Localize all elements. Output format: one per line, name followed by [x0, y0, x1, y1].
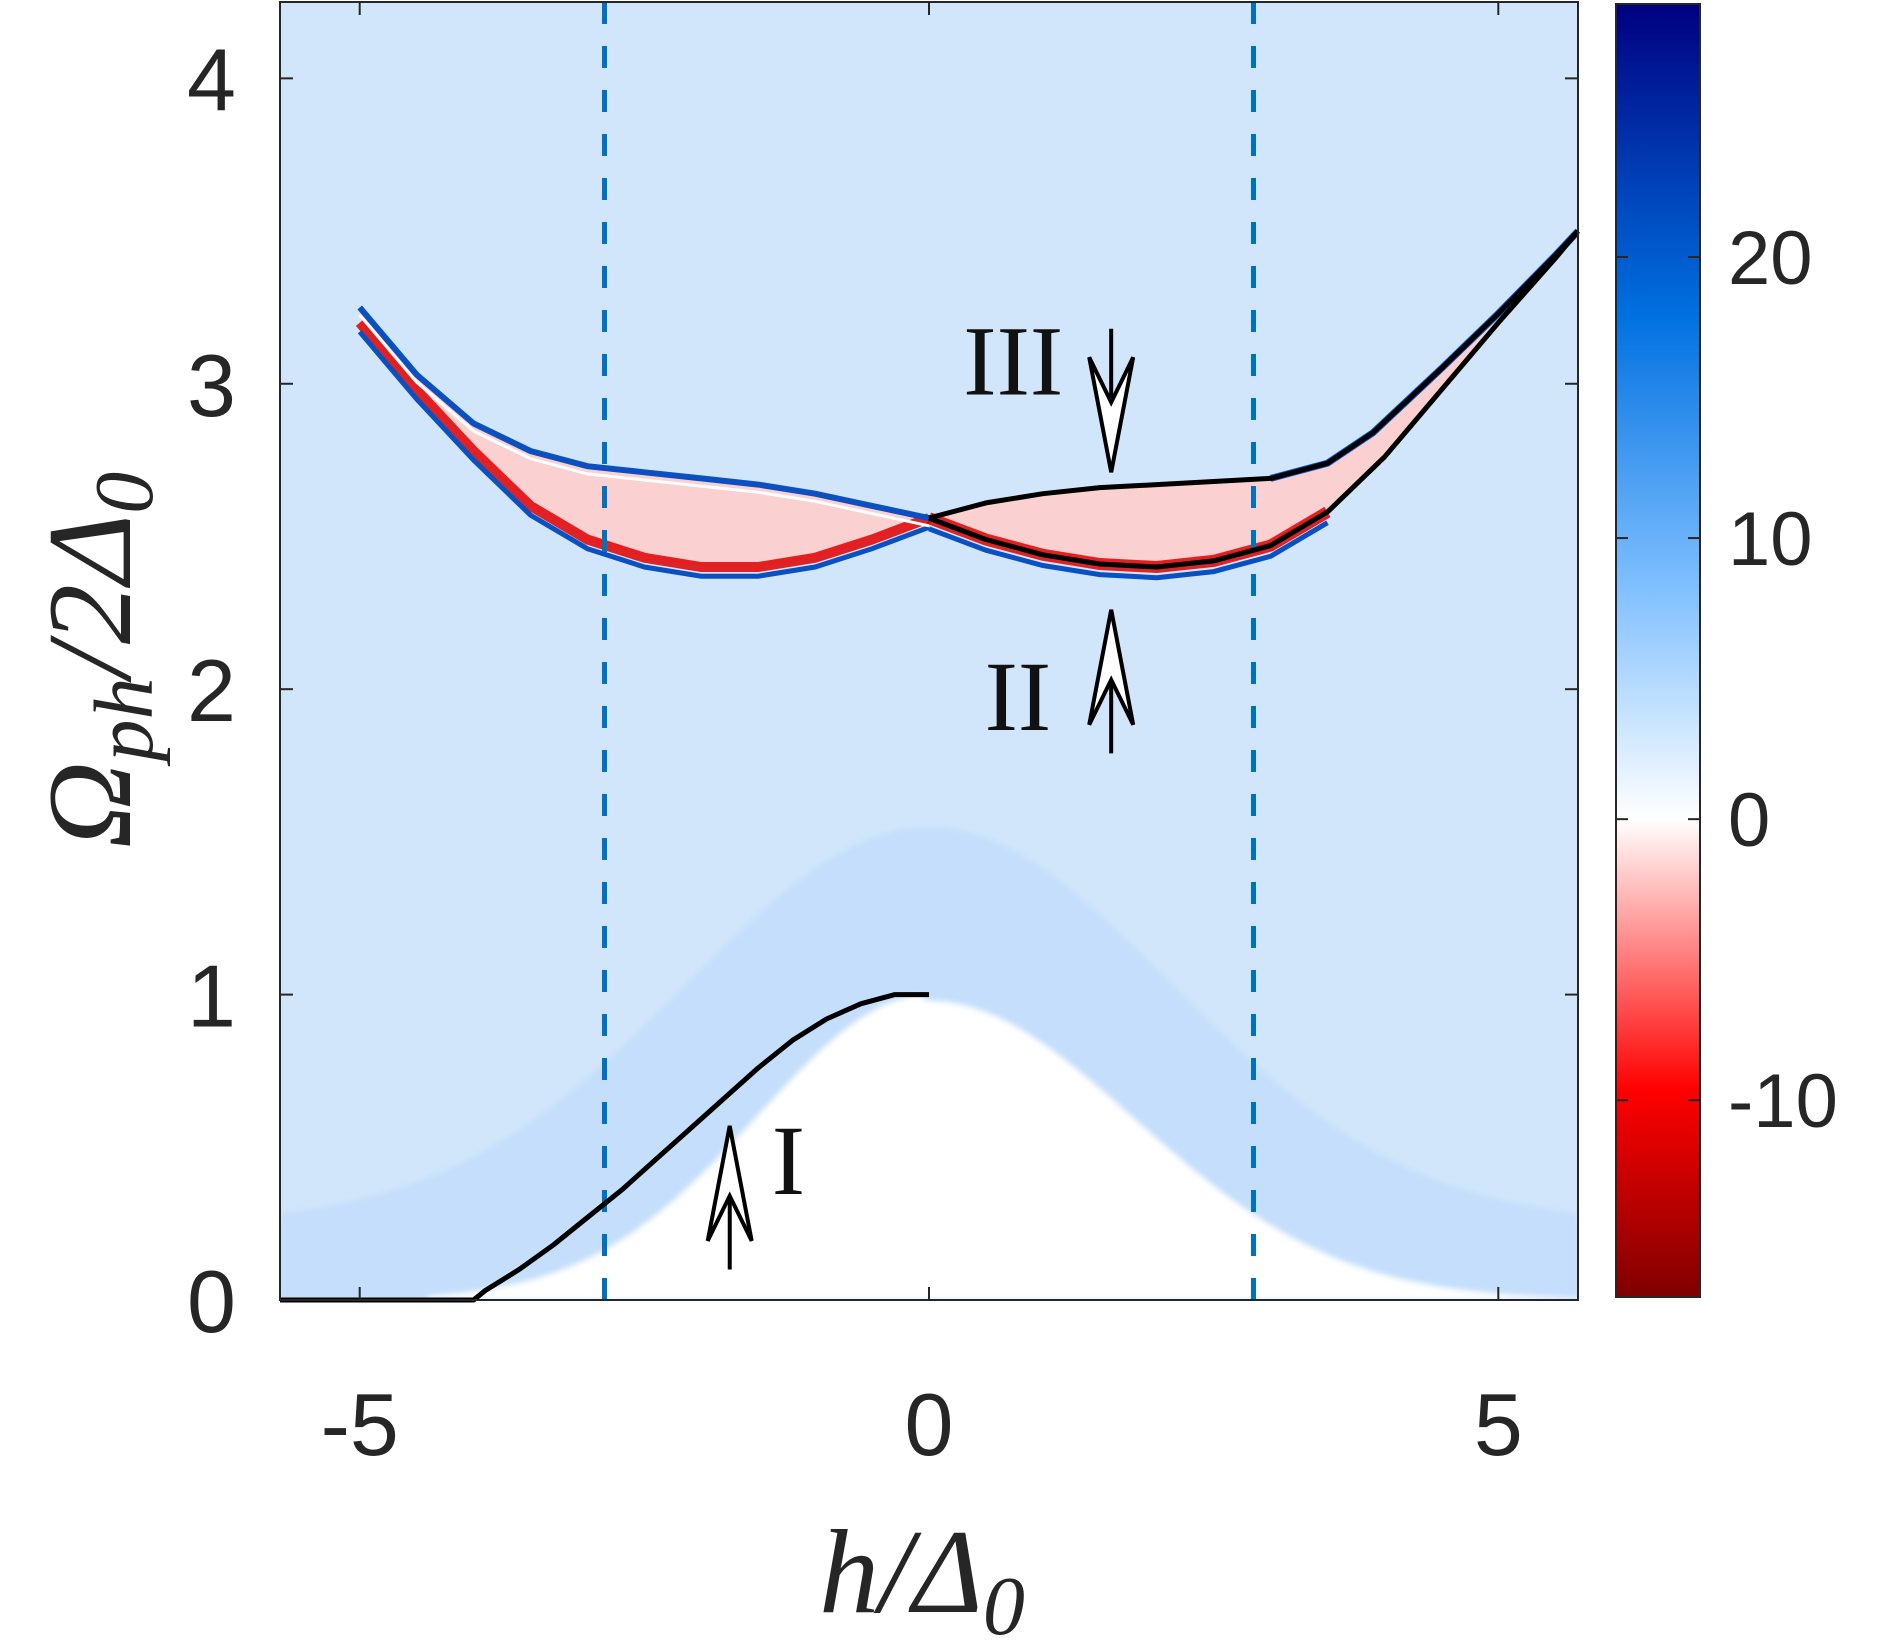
- heatmap-lens-left-white-edge: [358, 314, 930, 528]
- curve-III: [928, 229, 1580, 521]
- annotation-label: III: [963, 305, 1063, 416]
- y-tick-label: 4: [187, 30, 236, 129]
- curves-layer: [280, 229, 1580, 1303]
- svg-text:Ωph/2Δ0: Ωph/2Δ0: [23, 472, 171, 849]
- annotation-arrow-head: [1087, 609, 1136, 726]
- heatmap-lens-left-negative-edge: [355, 319, 931, 572]
- x-tick-labels: -5 0 5: [321, 1375, 1523, 1474]
- axis-label-text: /2Δ: [23, 514, 156, 684]
- y-axis-label: Ωph/2Δ0: [23, 472, 171, 849]
- colorbar: -10 0 10 20: [1615, 3, 1838, 1298]
- annotation-I: I: [705, 1105, 805, 1270]
- y-tick-label: 3: [187, 336, 236, 435]
- annotation-III: III: [963, 305, 1136, 473]
- x-axis-label: h/Δ0: [819, 1505, 1025, 1650]
- annotation-label: II: [985, 641, 1052, 752]
- svg-text:h/Δ0: h/Δ0: [819, 1505, 1025, 1650]
- annotation-arrow-head: [1087, 356, 1136, 473]
- axis-label-subscript: 0: [78, 472, 171, 514]
- annotation-II: II: [985, 609, 1136, 754]
- y-tick-label: 1: [187, 947, 236, 1046]
- axis-label-text: h/Δ: [819, 1505, 983, 1638]
- heatmap-lens-left-positive-edge: [357, 330, 930, 579]
- heatmap-lens-left-upper-edge: [357, 305, 930, 522]
- annotation-label: I: [772, 1105, 805, 1216]
- x-tick-label: 0: [905, 1375, 954, 1474]
- y-tick-label: 0: [187, 1252, 236, 1351]
- colorbar-ticks: -10 0 10 20: [1616, 216, 1838, 1144]
- colorbar-tick-label: 0: [1728, 778, 1770, 863]
- curve-I: [280, 992, 929, 1303]
- axis-label-subscript: 0: [983, 1560, 1025, 1650]
- curve-II: [928, 229, 1580, 570]
- colorbar-tick-label: 10: [1728, 497, 1813, 582]
- ticks-layer: [280, 2, 1578, 1301]
- colorbar-strip: [1615, 3, 1701, 1298]
- axis-label-subscript: ph: [78, 678, 171, 767]
- colorbar-tick-label: 20: [1728, 216, 1813, 301]
- heatmap-lens-left: [359, 307, 929, 567]
- x-tick-label: -5: [321, 1375, 399, 1474]
- axis-label-text: Ω: [23, 762, 156, 849]
- heatmap-lens-right-positive-edge: [928, 520, 1329, 581]
- y-tick-labels: 0 1 2 3 4: [187, 30, 236, 1351]
- y-tick-label: 2: [187, 641, 236, 740]
- colorbar-tick-label: -10: [1728, 1059, 1838, 1144]
- annotation-arrow-head: [705, 1125, 754, 1242]
- x-tick-label: 5: [1474, 1375, 1523, 1474]
